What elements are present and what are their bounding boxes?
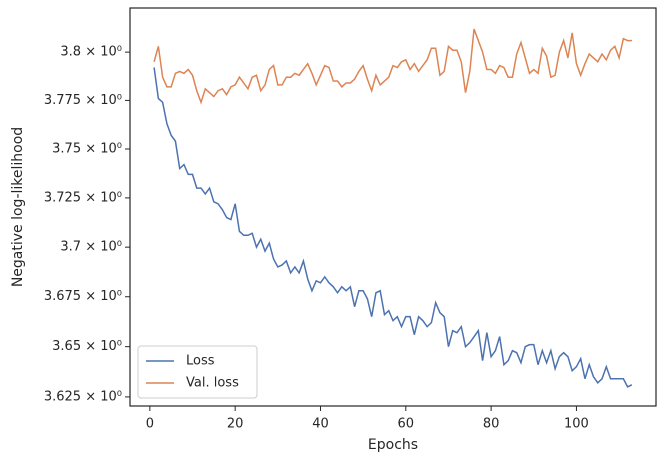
x-axis-label: Epochs: [368, 437, 418, 453]
x-tick-label: 0: [146, 417, 154, 432]
x-tick-label: 20: [227, 417, 244, 432]
x-tick-label: 100: [564, 417, 589, 432]
y-tick-label: 3.75 × 10⁰: [52, 141, 122, 156]
legend-label: Loss: [186, 354, 215, 369]
x-tick-label: 60: [398, 417, 415, 432]
plot-frame: [129, 7, 657, 407]
y-tick-label: 3.625 × 10⁰: [44, 389, 122, 404]
y-tick-label: 3.8 × 10⁰: [60, 45, 122, 60]
x-tick-label: 80: [483, 417, 500, 432]
y-tick-label: 3.775 × 10⁰: [44, 93, 122, 108]
y-tick-label: 3.7 × 10⁰: [60, 240, 122, 255]
y-tick-label: 3.65 × 10⁰: [52, 339, 122, 354]
series-line: [153, 28, 632, 105]
x-tick-label: 40: [312, 417, 329, 432]
series-line: [153, 67, 633, 388]
legend-label: Val. loss: [186, 376, 239, 391]
legend: Loss Val. loss: [137, 345, 258, 399]
legend-box: [137, 345, 258, 399]
y-tick-label: 3.725 × 10⁰: [44, 190, 122, 205]
y-tick-label: 3.675 × 10⁰: [44, 289, 122, 304]
y-axis-label: Negative log-likelihood: [10, 127, 26, 287]
